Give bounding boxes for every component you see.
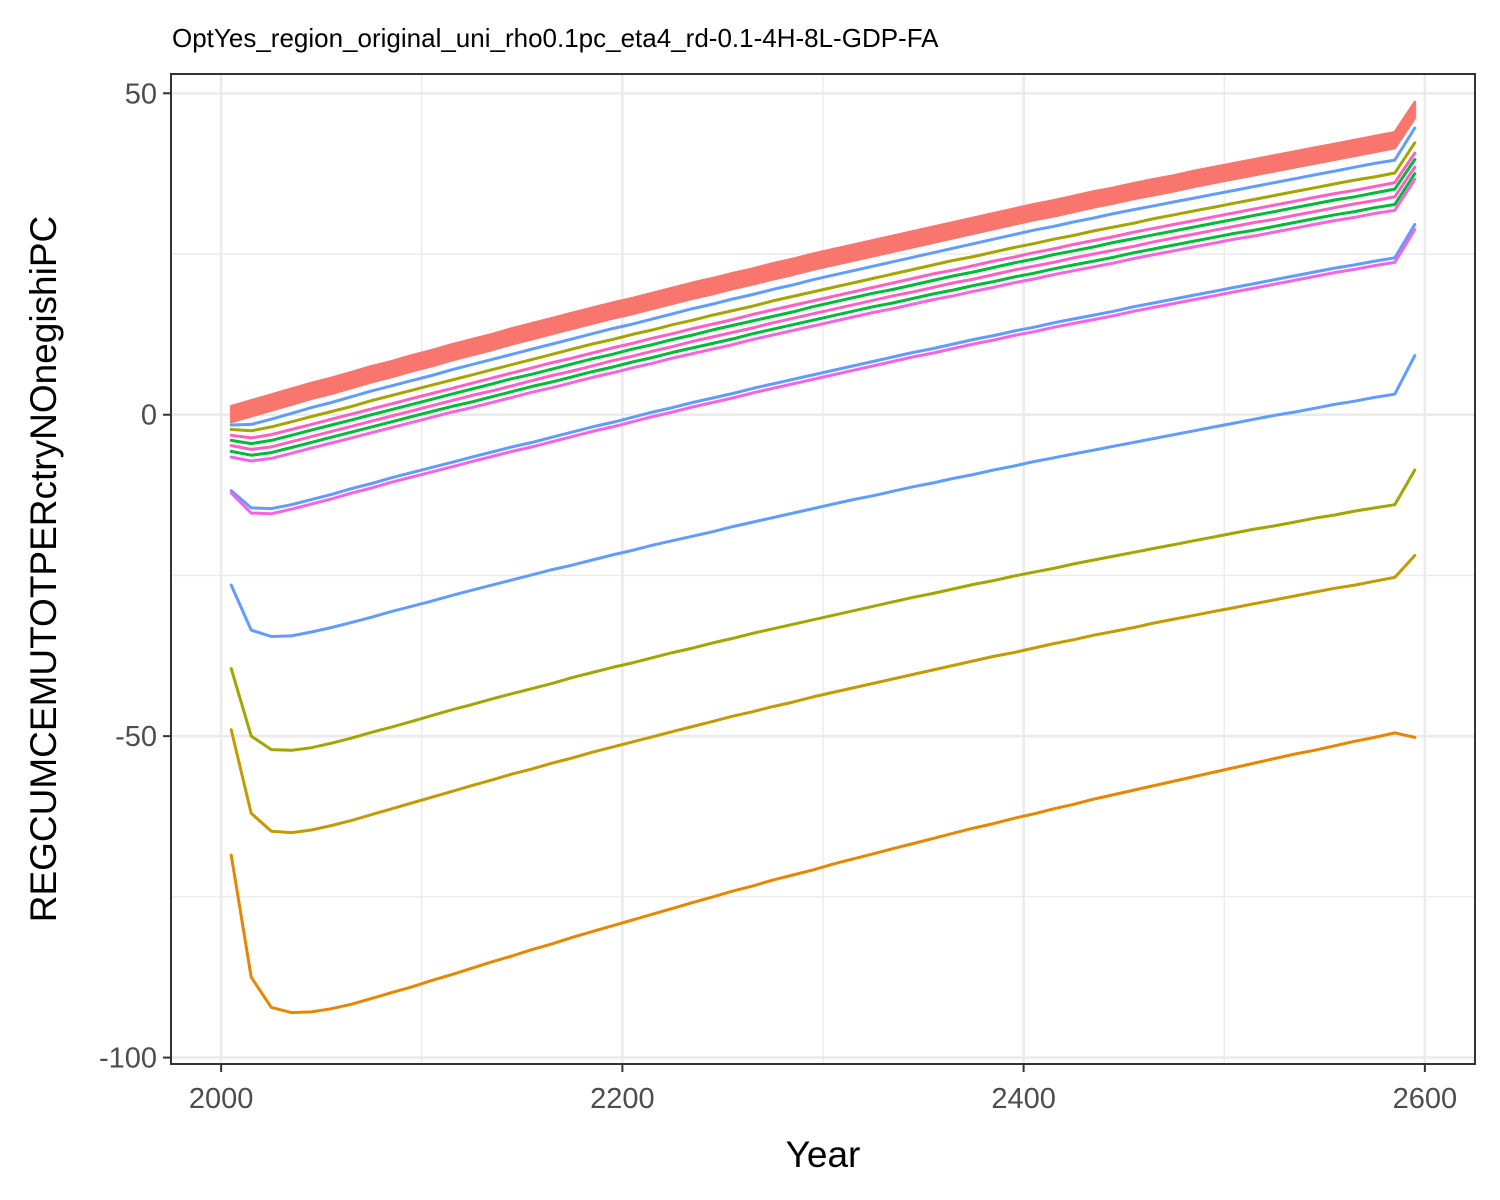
y-tick-label: -50 bbox=[115, 721, 157, 753]
series-line-3 bbox=[229, 105, 1417, 413]
axis-ticks: 2000 2200 2400 2600 -100 -50 0 50 bbox=[99, 78, 1457, 1115]
series-line-19 bbox=[229, 554, 1417, 835]
x-tick-label: 2600 bbox=[1393, 1083, 1458, 1115]
x-tick-label: 2000 bbox=[189, 1083, 254, 1115]
chart-title: OptYes_region_original_uni_rho0.1pc_eta4… bbox=[172, 23, 939, 53]
y-tick-label: 0 bbox=[141, 400, 157, 432]
series-line-1 bbox=[229, 100, 1417, 408]
series-line-2 bbox=[229, 103, 1417, 411]
grid-lines bbox=[171, 74, 1475, 1064]
series-line-12 bbox=[229, 165, 1417, 451]
series-line-7 bbox=[229, 116, 1417, 424]
series-line-20 bbox=[229, 731, 1417, 1015]
data-series bbox=[229, 100, 1417, 1015]
series-line-14 bbox=[229, 177, 1417, 463]
x-tick-label: 2400 bbox=[991, 1083, 1056, 1115]
series-line-11 bbox=[229, 158, 1417, 446]
series-line-6 bbox=[229, 113, 1417, 421]
series-line-13 bbox=[229, 172, 1417, 457]
series-line-8 bbox=[229, 126, 1417, 427]
series-line-5 bbox=[229, 111, 1417, 419]
series-line-17 bbox=[229, 354, 1417, 638]
series-line-18 bbox=[229, 468, 1417, 752]
x-axis-title: Year bbox=[786, 1134, 861, 1175]
series-line-15 bbox=[229, 222, 1417, 511]
series-line-9 bbox=[229, 141, 1417, 433]
series-line-4 bbox=[229, 108, 1417, 416]
series-line-10 bbox=[229, 151, 1417, 440]
plot-panel-border bbox=[170, 73, 1476, 1065]
series-line-16 bbox=[229, 228, 1417, 516]
x-tick-label: 2200 bbox=[590, 1083, 655, 1115]
y-tick-label: -100 bbox=[99, 1043, 157, 1075]
y-axis-title: REGCUMCEMUTOTPERctryNOnegishiPC bbox=[23, 216, 64, 923]
y-tick-label: 50 bbox=[125, 78, 157, 110]
